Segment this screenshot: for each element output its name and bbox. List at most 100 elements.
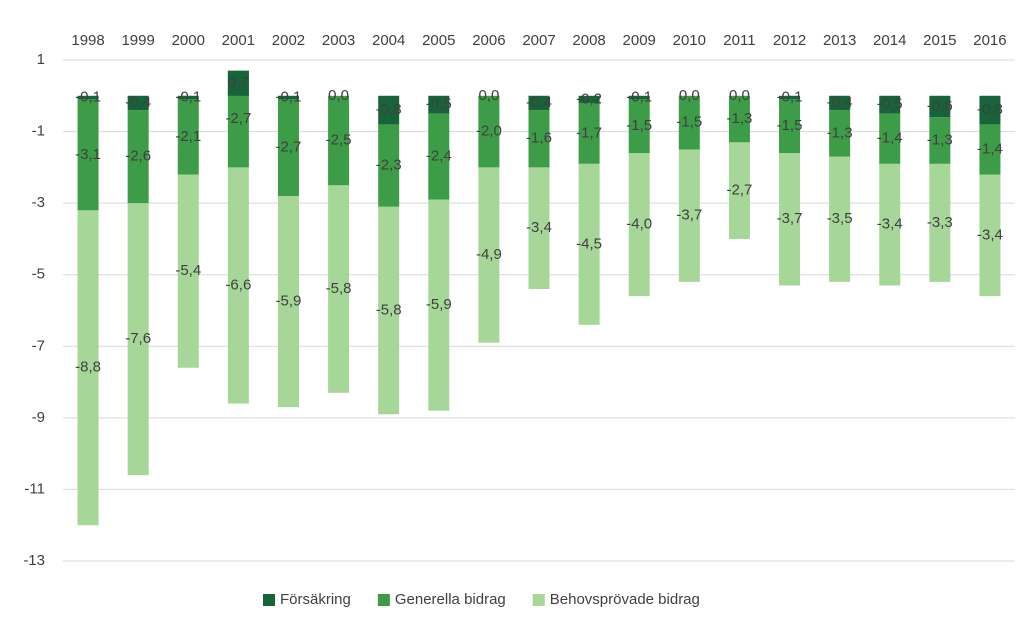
data-label: -2,4 bbox=[426, 148, 452, 165]
bar-segment bbox=[428, 199, 450, 411]
data-label: -1,3 bbox=[726, 110, 752, 127]
bar-segment bbox=[628, 153, 650, 297]
data-label: -3,4 bbox=[526, 219, 552, 236]
bar-segment bbox=[829, 110, 851, 157]
bar-segment bbox=[478, 167, 500, 343]
data-label: -1,5 bbox=[676, 114, 702, 131]
x-tick-label: 2013 bbox=[823, 32, 856, 49]
bar-segment bbox=[829, 95, 851, 111]
x-tick-label: 2016 bbox=[973, 32, 1006, 49]
data-label: -1,5 bbox=[777, 117, 803, 134]
data-label: -0,4 bbox=[526, 94, 552, 111]
data-label: -5,8 bbox=[326, 280, 352, 297]
y-tick-label: -9 bbox=[32, 409, 45, 426]
bar-segment bbox=[578, 102, 600, 164]
bar-segment bbox=[227, 70, 249, 96]
data-label: -0,2 bbox=[576, 90, 602, 107]
x-tick-label: 2007 bbox=[522, 32, 555, 49]
legend-label: Generella bidrag bbox=[395, 591, 506, 608]
data-label: -2,7 bbox=[225, 110, 251, 127]
data-label: -5,9 bbox=[426, 296, 452, 313]
data-label: 0,0 bbox=[478, 87, 499, 104]
data-label: -5,9 bbox=[276, 293, 302, 310]
bar-segment bbox=[478, 95, 500, 168]
x-tick-label: 2008 bbox=[572, 32, 605, 49]
bar-segment bbox=[127, 110, 149, 204]
data-label: -2,3 bbox=[376, 157, 402, 174]
data-label: -4,0 bbox=[626, 216, 652, 233]
y-tick-label: -3 bbox=[32, 194, 45, 211]
bar-segment bbox=[528, 167, 550, 290]
data-label: -4,5 bbox=[576, 235, 602, 252]
data-label: -1,6 bbox=[526, 130, 552, 147]
data-label: -3,3 bbox=[927, 214, 953, 231]
legend-swatch bbox=[263, 594, 275, 606]
data-label: -3,1 bbox=[75, 146, 101, 163]
data-label: -1,4 bbox=[877, 130, 903, 147]
y-tick-label: -11 bbox=[24, 480, 45, 497]
bar-segment bbox=[227, 167, 249, 404]
data-label: -0,1 bbox=[175, 89, 201, 106]
data-label: -0,1 bbox=[276, 89, 302, 106]
data-label: 0,0 bbox=[328, 87, 349, 104]
bar-segment bbox=[979, 124, 1001, 175]
data-label: -2,5 bbox=[326, 131, 352, 148]
bar-segment bbox=[177, 95, 199, 100]
data-label: -2,6 bbox=[125, 148, 151, 165]
data-label: -0,4 bbox=[125, 94, 151, 111]
data-label: -3,4 bbox=[877, 216, 903, 233]
data-label: -0,5 bbox=[426, 96, 452, 113]
bar-segment bbox=[177, 99, 199, 175]
data-label: -0,5 bbox=[877, 96, 903, 113]
data-label: -2,1 bbox=[175, 128, 201, 145]
bar-segment bbox=[277, 95, 299, 100]
bar-segment bbox=[378, 95, 400, 125]
bar-segment bbox=[328, 185, 350, 393]
bar-segment bbox=[277, 195, 299, 408]
bar-segment bbox=[277, 99, 299, 196]
x-tick-label: 2011 bbox=[723, 32, 755, 49]
bar-segment bbox=[779, 153, 801, 286]
x-tick-label: 2010 bbox=[673, 32, 706, 49]
data-label: -0,1 bbox=[626, 89, 652, 106]
data-label: -0,1 bbox=[777, 89, 803, 106]
bar-segment bbox=[628, 99, 650, 154]
data-label: -2,7 bbox=[726, 182, 752, 199]
bar-segment bbox=[628, 95, 650, 100]
bar-segment bbox=[528, 110, 550, 168]
y-tick-label: -1 bbox=[32, 123, 45, 140]
x-tick-label: 2000 bbox=[172, 32, 205, 49]
data-label: -8,8 bbox=[75, 359, 101, 376]
x-tick-label: 1999 bbox=[121, 32, 154, 49]
x-tick-label: 1998 bbox=[71, 32, 104, 49]
legend-label: Försäkring bbox=[280, 591, 351, 608]
legend-swatch bbox=[377, 594, 390, 606]
data-label: -2,0 bbox=[476, 123, 502, 140]
bar-segment bbox=[328, 95, 350, 186]
data-label: -1,5 bbox=[626, 117, 652, 134]
x-tick-label: 2009 bbox=[623, 32, 656, 49]
x-tick-label: 2004 bbox=[372, 32, 405, 49]
bar-segment bbox=[528, 95, 550, 111]
data-label: -2,7 bbox=[276, 139, 302, 156]
bar-segment bbox=[378, 206, 400, 415]
bar-segment bbox=[979, 174, 1001, 297]
bar-segment bbox=[678, 95, 700, 150]
x-tick-label: 2014 bbox=[873, 32, 906, 49]
data-label: -3,7 bbox=[777, 210, 803, 227]
y-tick-label: -13 bbox=[23, 552, 45, 569]
data-label: -1,7 bbox=[576, 124, 602, 141]
data-label: -7,6 bbox=[125, 330, 151, 347]
data-label: -0,6 bbox=[927, 97, 953, 114]
bar-segment bbox=[578, 163, 600, 325]
data-label: -0,4 bbox=[827, 94, 853, 111]
bar-segment bbox=[779, 99, 801, 154]
bar-segment bbox=[428, 95, 450, 114]
bar-segment bbox=[929, 117, 951, 164]
data-label: -0,1 bbox=[75, 89, 101, 106]
data-label: -1,3 bbox=[827, 124, 853, 141]
bar-segment bbox=[678, 149, 700, 282]
data-label: -3,5 bbox=[827, 210, 853, 227]
bar-segment bbox=[879, 163, 901, 286]
